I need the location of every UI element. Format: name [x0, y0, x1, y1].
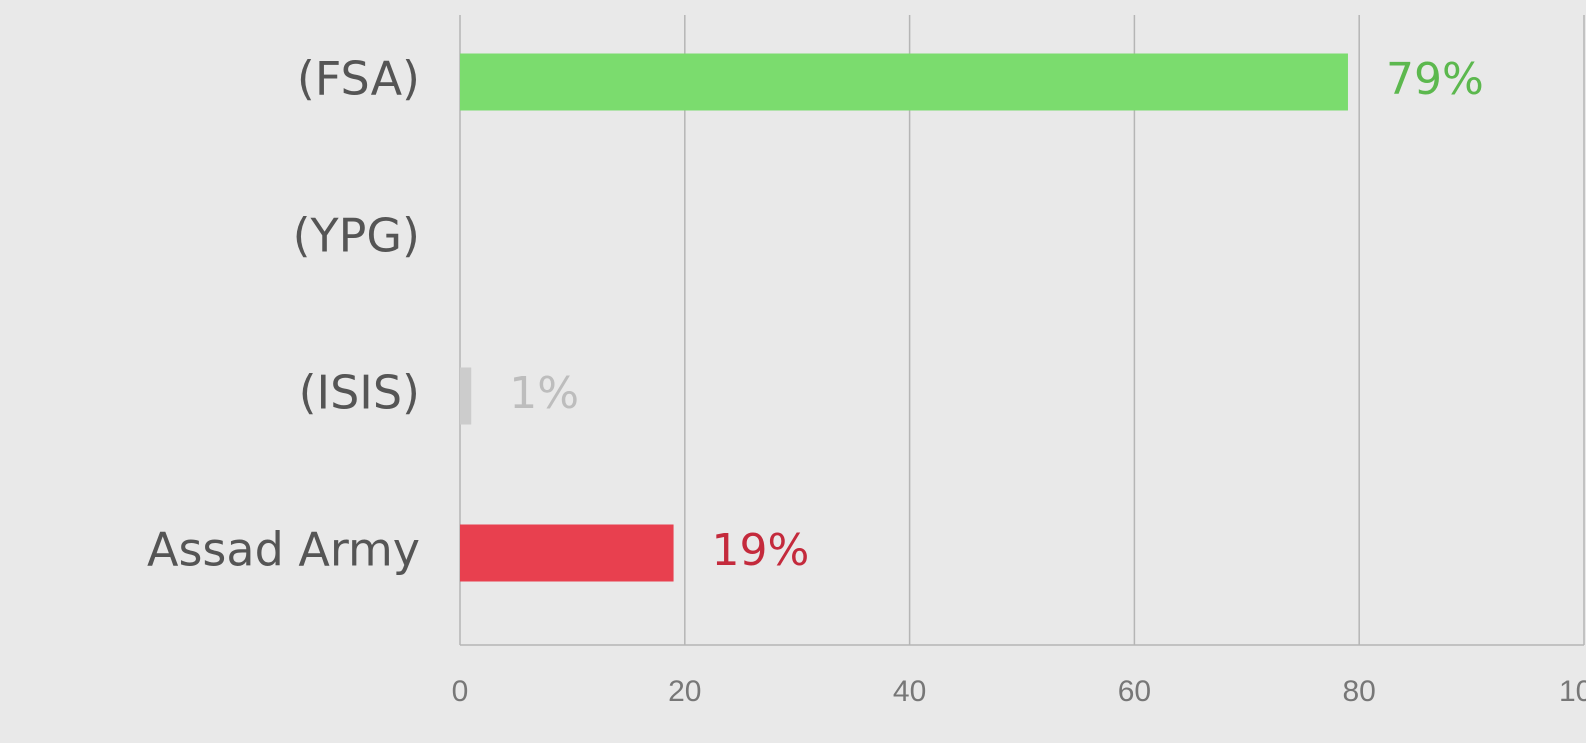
value-label: 1% [509, 368, 579, 419]
x-tick-label: 20 [668, 675, 701, 708]
category-label: (ISIS) [299, 366, 420, 420]
bar [460, 53, 1348, 111]
x-tick-label: 60 [1118, 675, 1151, 708]
value-label: 19% [712, 525, 810, 576]
bar [460, 524, 674, 582]
category-label: (FSA) [297, 52, 420, 106]
x-tick-label: 0 [452, 675, 469, 708]
category-label: (YPG) [293, 209, 420, 263]
bar [460, 367, 472, 425]
x-tick-label: 100 [1559, 675, 1586, 708]
x-tick-label: 80 [1343, 675, 1376, 708]
category-label: Assad Army [147, 523, 420, 577]
x-tick-label: 40 [893, 675, 926, 708]
value-label: 79% [1386, 54, 1484, 105]
